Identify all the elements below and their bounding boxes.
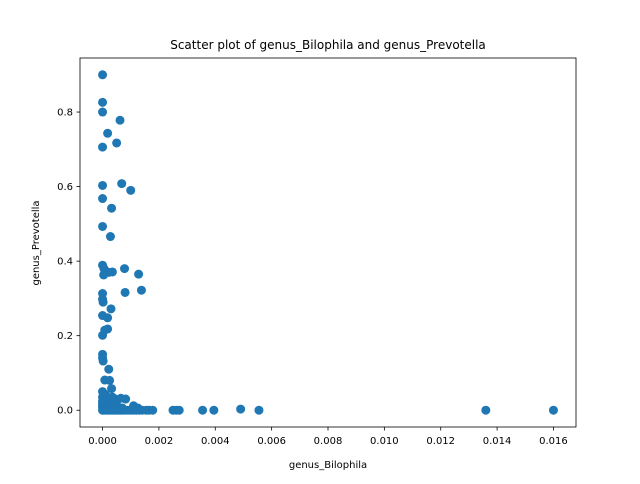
x-tick-label: 0.002 — [145, 436, 174, 447]
data-point — [98, 330, 108, 340]
data-point — [117, 179, 127, 189]
data-point — [115, 115, 125, 125]
data-point — [99, 270, 109, 280]
data-point — [106, 304, 116, 314]
data-point — [105, 375, 115, 385]
x-tick-label: 0.006 — [257, 436, 286, 447]
x-tick-label: 0.016 — [539, 436, 568, 447]
data-point — [98, 142, 108, 152]
data-point — [126, 185, 136, 195]
x-axis-label: genus_Bilophila — [289, 460, 367, 471]
data-point — [107, 384, 117, 394]
data-point — [98, 194, 108, 204]
x-tick-label: 0.010 — [370, 436, 399, 447]
data-point — [98, 107, 108, 117]
y-axis-ticks: 0.0 0.2 0.4 0.6 0.8 — [57, 108, 80, 417]
data-point — [112, 138, 122, 148]
data-point — [254, 405, 264, 415]
data-point — [134, 269, 144, 279]
data-point — [103, 313, 113, 323]
data-point — [98, 221, 108, 231]
data-point — [98, 70, 108, 80]
data-point — [103, 128, 113, 138]
data-point — [209, 405, 219, 415]
data-point — [107, 203, 117, 213]
data-point — [98, 180, 108, 190]
data-point — [105, 232, 115, 242]
data-point — [148, 405, 158, 415]
data-point — [136, 285, 146, 295]
data-point — [198, 405, 208, 415]
data-point — [548, 405, 558, 415]
y-tick-label: 0.6 — [57, 182, 73, 193]
data-point — [120, 264, 130, 274]
y-axis-label: genus_Prevotella — [31, 200, 42, 285]
data-point — [98, 97, 108, 107]
data-point — [121, 394, 131, 404]
data-point — [174, 405, 184, 415]
y-tick-label: 0.2 — [57, 331, 73, 342]
x-tick-label: 0.000 — [88, 436, 117, 447]
x-tick-label: 0.008 — [314, 436, 343, 447]
data-point — [98, 356, 108, 366]
y-tick-label: 0.0 — [57, 406, 73, 417]
data-point — [98, 297, 108, 307]
data-point — [236, 404, 246, 414]
data-point — [104, 364, 114, 374]
y-tick-label: 0.4 — [57, 257, 73, 268]
x-axis-ticks: 0.000 0.002 0.004 0.006 0.008 0.010 0.012 0.014… — [88, 427, 568, 447]
x-tick-label: 0.004 — [201, 436, 230, 447]
data-point — [481, 405, 491, 415]
y-tick-label: 0.8 — [57, 108, 73, 119]
data-point — [120, 287, 130, 297]
chart-title: Scatter plot of genus_Bilophila and genu… — [170, 38, 486, 52]
data-points — [98, 70, 558, 415]
x-tick-label: 0.014 — [483, 436, 512, 447]
x-tick-label: 0.012 — [426, 436, 455, 447]
